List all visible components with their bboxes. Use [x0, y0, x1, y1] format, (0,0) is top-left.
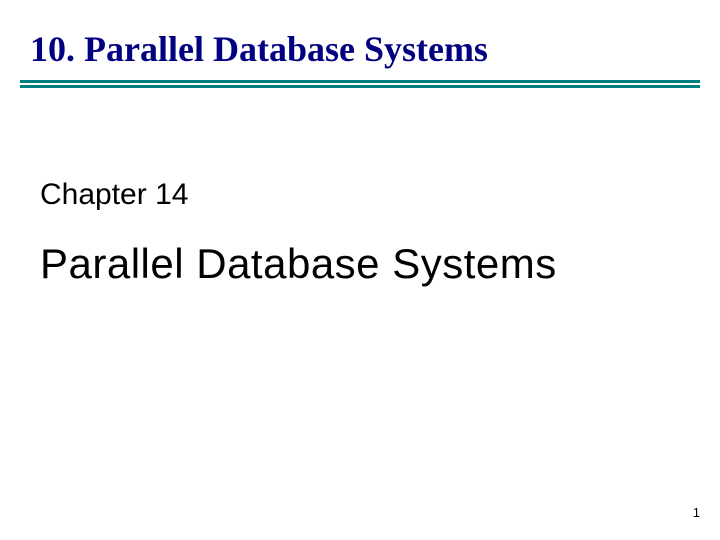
content-area: Chapter 14 Parallel Database Systems	[40, 178, 680, 288]
section-header: 10. Parallel Database Systems	[30, 28, 680, 70]
chapter-label: Chapter 14	[40, 178, 680, 212]
main-title: Parallel Database Systems	[40, 240, 680, 288]
page-number: 1	[693, 505, 700, 520]
divider-line-bottom	[20, 85, 700, 88]
header-divider	[20, 80, 700, 88]
slide-container: 10. Parallel Database Systems Chapter 14…	[0, 0, 720, 540]
divider-line-top	[20, 80, 700, 83]
